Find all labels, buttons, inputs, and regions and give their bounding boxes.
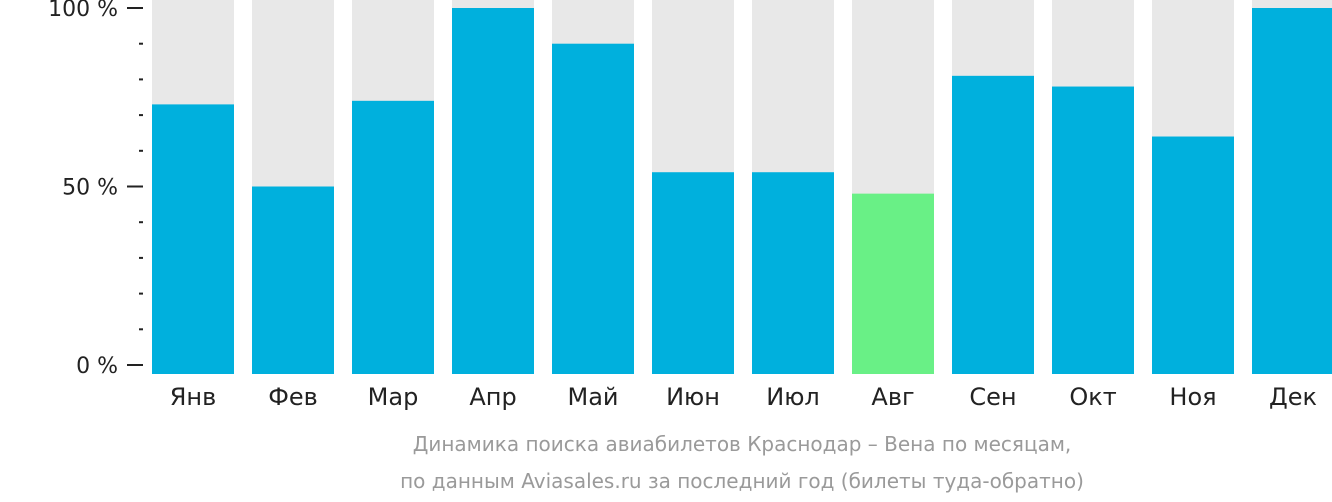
x-axis: Янв Фев Мар Апр Май Июн Июл Авг Сен Окт Ноя Дек — [170, 383, 1317, 411]
chart-caption-line-1: Динамика поиска авиабилетов Краснодар – … — [413, 432, 1072, 456]
x-tick-label: Мар — [368, 383, 419, 411]
y-axis: 100 % 50 % 0 % — [48, 0, 143, 379]
bar-Дек — [1252, 8, 1332, 374]
x-tick-label: Апр — [469, 383, 516, 411]
x-tick-label: Фев — [268, 383, 318, 411]
bar-Апр — [452, 8, 534, 374]
bar-Май — [552, 43, 634, 374]
x-tick-label: Июл — [766, 383, 820, 411]
x-tick-label: Янв — [170, 383, 217, 411]
bar-Ноя — [1152, 136, 1234, 374]
x-tick-label: Июн — [666, 383, 720, 411]
bar-Окт — [1052, 86, 1134, 374]
y-tick-label: 50 % — [62, 176, 118, 201]
bar-Янв — [152, 104, 234, 374]
chart-caption-line-2: по данным Aviasales.ru за последний год … — [400, 469, 1084, 493]
x-tick-label: Авг — [871, 383, 914, 411]
y-tick-label: 0 % — [76, 354, 118, 379]
bar-Июн — [652, 172, 734, 374]
data-bars — [152, 8, 1332, 374]
x-tick-label: Окт — [1069, 383, 1116, 411]
x-tick-label: Сен — [969, 383, 1016, 411]
x-tick-label: Дек — [1269, 383, 1317, 411]
bar-Авг — [852, 193, 934, 374]
bar-Июл — [752, 172, 834, 374]
bar-Сен — [952, 75, 1034, 374]
x-tick-label: Ноя — [1169, 383, 1216, 411]
x-tick-label: Май — [567, 383, 618, 411]
y-tick-label: 100 % — [48, 0, 118, 22]
bar-Мар — [352, 100, 434, 374]
bar-Фев — [252, 186, 334, 374]
